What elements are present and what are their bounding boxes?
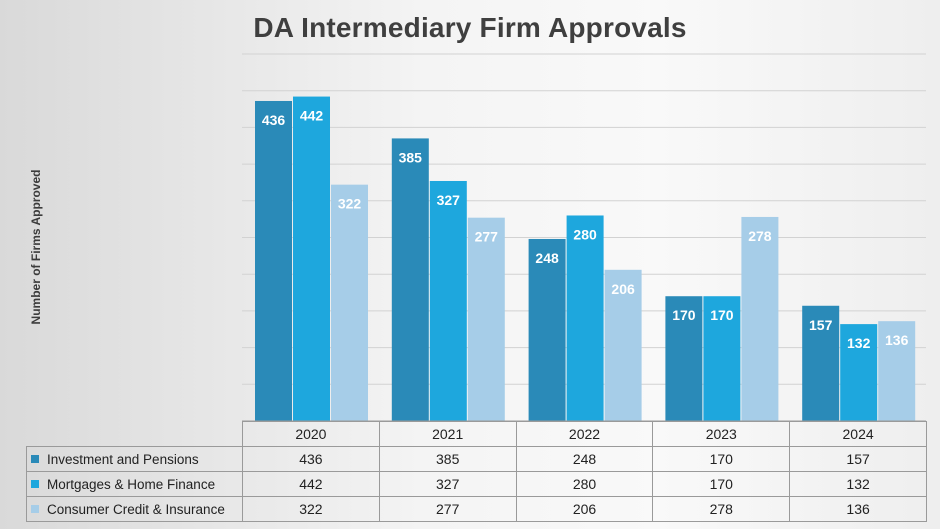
legend-entry: Mortgages & Home Finance	[26, 471, 243, 497]
data-label: 327	[437, 192, 461, 208]
legend-swatch	[31, 479, 39, 488]
bar	[528, 238, 566, 421]
data-label: 277	[475, 229, 499, 245]
table-cell: 322	[242, 496, 380, 522]
data-label: 136	[885, 332, 909, 348]
legend-swatch	[31, 454, 39, 463]
bar	[467, 217, 505, 421]
table-row: Mortgages & Home Finance 442 327 280 170 132	[26, 471, 927, 497]
table-header-row: 2020 2021 2022 2023 2024	[27, 421, 927, 447]
data-label: 442	[300, 108, 324, 124]
bar	[802, 305, 840, 421]
data-label: 385	[399, 149, 423, 165]
legend-label: Investment and Pensions	[47, 451, 199, 467]
bar	[293, 96, 330, 422]
legend-label: Mortgages & Home Finance	[47, 476, 216, 492]
data-label: 132	[847, 335, 871, 351]
bar	[741, 216, 779, 421]
table-cell: 170	[652, 471, 791, 497]
table-cell: 442	[242, 471, 380, 497]
tick-label: 2022	[515, 421, 654, 447]
legend-swatch	[31, 504, 39, 513]
table-cell: 280	[515, 471, 654, 497]
bar	[391, 138, 429, 421]
legend-entry: Consumer Credit & Insurance	[26, 496, 243, 522]
table-cell: 157	[789, 446, 927, 472]
legend-entry: Investment and Pensions	[26, 446, 243, 472]
data-label: 436	[262, 112, 286, 128]
table-corner	[27, 422, 243, 447]
data-label: 278	[748, 228, 772, 244]
table-row: Consumer Credit & Insurance 322 277 206 278 1…	[26, 496, 927, 522]
table-cell: 170	[652, 446, 791, 472]
data-label: 280	[573, 226, 597, 242]
tick-label: 2021	[378, 421, 517, 447]
data-table: 2020 2021 2022 2023 2024 Investment and Pensi…	[26, 421, 927, 522]
table-cell: 327	[378, 471, 517, 497]
tick-label: 2020	[242, 421, 380, 447]
tick-label: 2024	[789, 421, 927, 447]
bar	[703, 296, 741, 421]
data-label: 170	[672, 307, 696, 323]
table-cell: 436	[242, 446, 380, 472]
table-cell: 248	[515, 446, 654, 472]
bar	[566, 215, 604, 421]
table-cell: 206	[515, 496, 654, 522]
tick-label: 2023	[652, 421, 791, 447]
table-cell: 385	[378, 446, 517, 472]
data-label: 322	[338, 196, 362, 212]
legend-label: Consumer Credit & Insurance	[47, 501, 225, 517]
bar	[604, 269, 642, 421]
chart-title: DA Intermediary Firm Approvals	[253, 12, 687, 43]
table-cell: 278	[652, 496, 791, 522]
data-label: 248	[535, 250, 559, 266]
bar	[665, 296, 703, 421]
data-label: 157	[809, 317, 833, 333]
bar	[429, 180, 467, 421]
bar	[878, 321, 916, 421]
bar	[255, 100, 292, 421]
bar	[840, 324, 878, 421]
table-row: Investment and Pensions 436 385 248 170 157	[26, 446, 927, 472]
table-cell: 136	[789, 496, 927, 522]
data-label: 206	[611, 281, 635, 297]
table-cell: 132	[789, 471, 927, 497]
bar	[331, 184, 368, 421]
table-cell: 277	[378, 496, 517, 522]
data-label: 170	[710, 307, 734, 323]
